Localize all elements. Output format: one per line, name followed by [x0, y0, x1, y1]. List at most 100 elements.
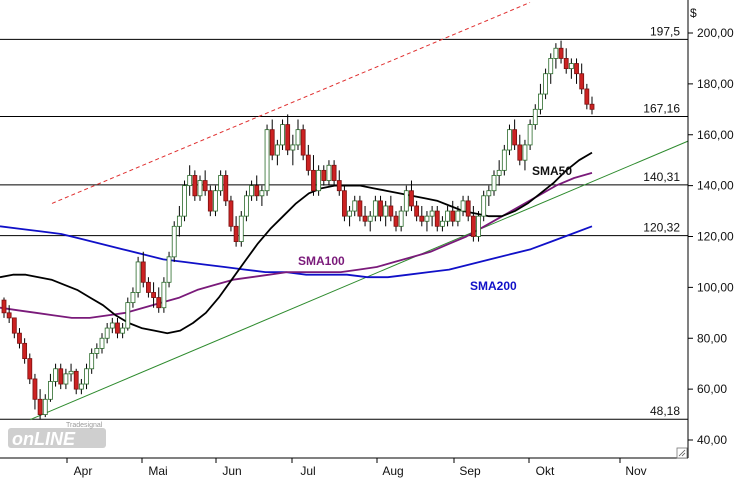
candle [450, 200, 456, 227]
candle [403, 185, 409, 217]
candle [37, 389, 43, 420]
candle [197, 175, 203, 201]
candle [326, 160, 332, 186]
y-tick-label: 80,00 [697, 331, 727, 345]
candle [22, 338, 28, 364]
y-tick-label: 140,00 [697, 179, 734, 193]
candle [367, 211, 373, 232]
candle [522, 139, 528, 171]
candle [32, 373, 38, 410]
candle [68, 363, 74, 382]
candle [285, 114, 291, 156]
y-tick-label: 200,00 [697, 26, 734, 40]
candle [218, 170, 224, 196]
candle [151, 282, 156, 308]
candle [527, 119, 533, 151]
candle [486, 185, 492, 206]
candle [409, 180, 414, 212]
candle [280, 119, 285, 151]
candle [579, 63, 585, 95]
candle [460, 195, 466, 217]
indicator-label-sma50: SMA50 [532, 164, 572, 178]
candle [558, 40, 564, 64]
candle [42, 394, 48, 418]
candle [352, 195, 358, 217]
candle [440, 216, 445, 232]
y-tick-label: 100,00 [697, 280, 734, 294]
candle [393, 211, 399, 232]
candle [202, 170, 208, 196]
candle [543, 68, 548, 100]
candle [512, 119, 518, 151]
candle [269, 119, 275, 161]
candle [517, 134, 523, 166]
candle [424, 211, 430, 232]
candle [192, 170, 198, 201]
y-tick-label: 120,00 [697, 230, 734, 244]
tradesignal-online-logo: onLINE Tradesignal [8, 422, 106, 449]
candle [378, 195, 383, 222]
candle [125, 297, 131, 331]
candle [501, 144, 507, 176]
candle [120, 322, 126, 339]
candle [414, 200, 420, 222]
x-tick-label: Aug [382, 464, 403, 478]
candle [491, 170, 497, 196]
candle [156, 287, 162, 313]
sma50-line [0, 151, 593, 335]
candle [115, 317, 120, 339]
candle [347, 205, 352, 227]
level-label-4: 48,18 [650, 404, 680, 418]
candle [161, 277, 167, 313]
candle [58, 363, 64, 390]
candle [223, 170, 229, 206]
candle [17, 328, 22, 349]
candle [589, 96, 595, 115]
candle [290, 134, 296, 166]
candle [398, 205, 404, 232]
level-label-1: 167,16 [643, 102, 680, 116]
candle [207, 185, 213, 217]
svg-text:Tradesignal: Tradesignal [66, 422, 103, 429]
support-trendline [29, 140, 689, 421]
x-tick-label: Apr [74, 464, 93, 478]
candle [63, 368, 69, 390]
candle [109, 317, 115, 334]
candle [233, 216, 239, 247]
candle [264, 124, 270, 196]
candle [94, 343, 100, 359]
candle [213, 185, 218, 217]
candle [548, 53, 554, 84]
x-tick-label: Sep [459, 464, 481, 478]
y-unit-label: $ [690, 6, 697, 20]
candle [146, 277, 151, 298]
y-tick-label: 60,00 [697, 382, 727, 396]
candle [300, 124, 306, 161]
candle [538, 83, 543, 115]
candle [445, 205, 450, 227]
candle [104, 322, 110, 344]
candle [331, 160, 337, 186]
candle [1, 297, 7, 318]
y-tick-label: 160,00 [697, 128, 734, 142]
sma100-line [0, 172, 593, 319]
candle [140, 251, 146, 288]
candle [166, 251, 172, 288]
candle [48, 373, 53, 402]
candle [388, 195, 394, 222]
candle [176, 205, 182, 237]
candle [419, 205, 425, 227]
candle [254, 175, 260, 201]
candle [357, 195, 363, 222]
candle [574, 58, 579, 84]
resize-grip-icon[interactable] [676, 447, 688, 459]
candle [429, 205, 435, 227]
candle [228, 195, 234, 232]
candle [182, 180, 187, 222]
candle [6, 305, 12, 323]
sma200-line [0, 225, 593, 279]
candle [305, 144, 311, 176]
candle [135, 256, 141, 298]
candle [470, 205, 476, 242]
